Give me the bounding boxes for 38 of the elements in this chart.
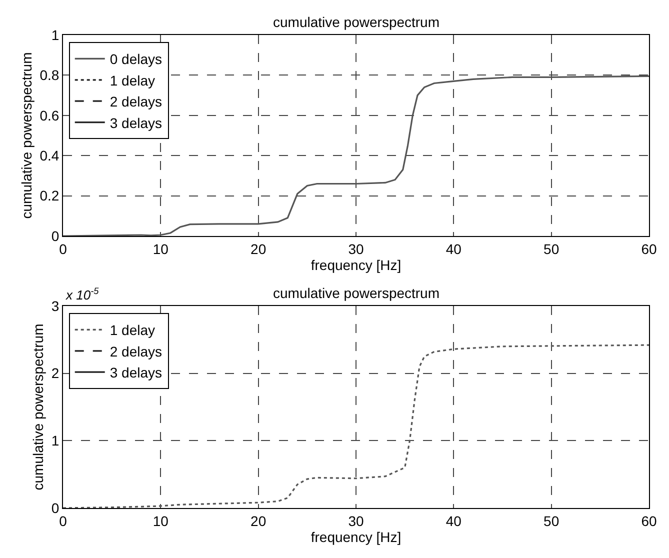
y-tick-label: 2 [51, 365, 60, 382]
y-tick-label: 3 [51, 298, 60, 314]
y-tick-label: 0 [51, 500, 60, 516]
x-tick-label: 40 [446, 240, 462, 257]
x-tick-label: 40 [446, 512, 462, 529]
legend-label: 2 delays [110, 343, 162, 360]
x-axis-title: frequency [Hz] [310, 256, 402, 273]
text: x 10$^{-5}$ [65, 286, 100, 302]
x-tick-label: 50 [544, 512, 560, 529]
x-tick-label: 60 [641, 512, 657, 529]
legend-label: 1 delay [110, 322, 156, 338]
line-series [63, 344, 649, 508]
y-axis-title: cumulative powerspectrum [18, 52, 34, 219]
x-tick-label: 50 [544, 240, 560, 257]
y-axis-title: cumulative powerspectrum [30, 324, 46, 490]
y-tick-label: 0 [51, 228, 60, 244]
x-tick-label: 10 [152, 240, 169, 257]
x-tick-label: 20 [250, 240, 266, 257]
legend-label: 0 delays [110, 51, 162, 68]
x-tick-label: 30 [348, 240, 364, 257]
legend-label: 3 delays [110, 114, 162, 131]
y-tick-label: 0.2 [40, 188, 60, 204]
chart-title: cumulative powerspectrum [273, 285, 440, 301]
x-tick-label: 10 [152, 512, 169, 529]
y-tick-label: 0.6 [40, 107, 60, 124]
x-axis-title: frequency [Hz] [310, 528, 402, 545]
legend-label: 2 delays [110, 94, 162, 110]
y-tick-label: 1 [51, 26, 60, 43]
chart-title: cumulative powerspectrum [273, 14, 440, 30]
y-tick-label: 0.8 [40, 67, 60, 84]
x-tick-label: 20 [250, 512, 266, 529]
legend-label: 1 delay [110, 72, 156, 88]
x-tick-label: 30 [348, 512, 364, 529]
y-tick-label: 1 [51, 432, 60, 449]
line-series [63, 75, 649, 236]
y-tick-label: 0.4 [40, 148, 60, 164]
x-tick-label: 60 [641, 240, 657, 257]
legend-label: 3 delays [110, 364, 162, 381]
